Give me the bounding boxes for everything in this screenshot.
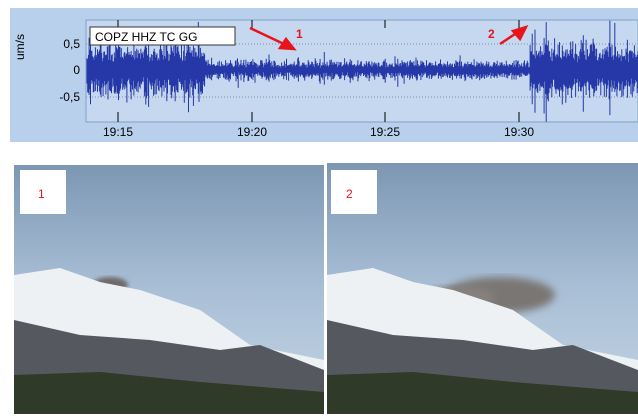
x-tick-label: 19:30: [504, 125, 534, 139]
y-tick-label: 0: [73, 63, 80, 77]
label-box: [331, 170, 377, 214]
y-tick-label: -0,5: [59, 90, 80, 104]
annotation: 2: [488, 27, 495, 41]
y-tick-label: 0,5: [63, 37, 80, 51]
station-label: COPZ HHZ TC GG: [95, 30, 197, 44]
x-tick-label: 19:20: [237, 125, 267, 139]
photo-label: 2: [346, 187, 353, 201]
x-tick-label: 19:25: [370, 125, 400, 139]
x-tick-label: 19:15: [103, 125, 133, 139]
page: COPZ HHZ TC GG um/s 0,5 0 -0,5 19:15 19:…: [0, 0, 638, 414]
annotation: 1: [296, 27, 303, 41]
photo-label: 1: [38, 187, 45, 201]
figure: COPZ HHZ TC GG um/s 0,5 0 -0,5 19:15 19:…: [0, 0, 638, 414]
y-axis-label: um/s: [13, 34, 27, 60]
